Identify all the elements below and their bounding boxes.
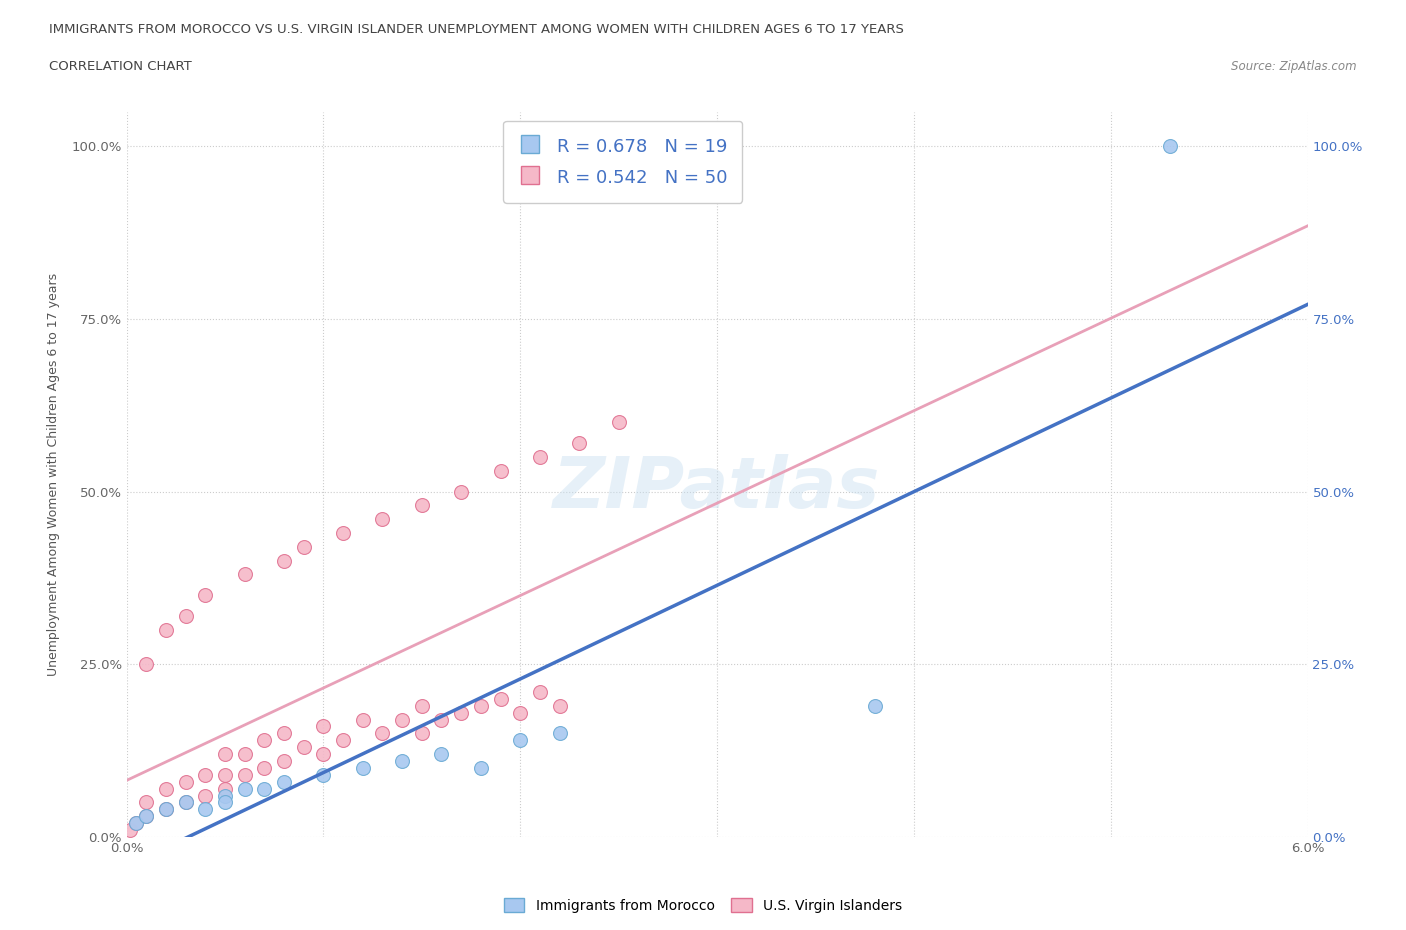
Point [430,712,453,727]
Point [292,739,315,754]
Point [273,726,295,741]
Y-axis label: Unemployment Among Women with Children Ages 6 to 17 years: Unemployment Among Women with Children A… [48,272,60,676]
Point [120,823,142,838]
Point [214,795,236,810]
Point [125,816,148,830]
Point [470,698,492,713]
Text: IMMIGRANTS FROM MOROCCO VS U.S. VIRGIN ISLANDER UNEMPLOYMENT AMONG WOMEN WITH CH: IMMIGRANTS FROM MOROCCO VS U.S. VIRGIN I… [49,23,904,36]
Point [135,657,157,671]
Point [273,553,295,568]
Point [548,726,571,741]
Point [411,726,433,741]
Point [411,498,433,512]
Point [863,698,886,713]
Point [155,802,177,817]
Point [214,788,236,803]
Point [568,436,591,451]
Point [509,705,531,720]
Legend: Immigrants from Morocco, U.S. Virgin Islanders: Immigrants from Morocco, U.S. Virgin Isl… [498,893,908,919]
Text: ZIPatlas: ZIPatlas [554,455,880,524]
Point [312,719,335,734]
Point [607,415,630,430]
Text: CORRELATION CHART: CORRELATION CHART [49,60,193,73]
Point [332,525,354,540]
Point [489,691,512,706]
Point [155,802,177,817]
Point [529,449,551,464]
Point [352,712,374,727]
Point [529,684,551,699]
Point [430,747,453,762]
Point [489,463,512,478]
Point [125,816,148,830]
Point [312,767,335,782]
Point [233,767,256,782]
Point [233,781,256,796]
Point [450,705,472,720]
Point [214,781,236,796]
Point [214,767,236,782]
Text: Source: ZipAtlas.com: Source: ZipAtlas.com [1232,60,1357,73]
Point [273,775,295,790]
Point [391,712,413,727]
Point [174,608,197,623]
Point [1159,139,1181,153]
Point [411,698,433,713]
Legend: R = 0.678   N = 19, R = 0.542   N = 50: R = 0.678 N = 19, R = 0.542 N = 50 [503,121,742,203]
Point [450,485,472,499]
Point [371,512,394,526]
Point [135,795,157,810]
Point [194,588,217,603]
Point [332,733,354,748]
Point [174,775,197,790]
Point [135,809,157,824]
Point [312,747,335,762]
Point [155,781,177,796]
Point [194,767,217,782]
Point [135,809,157,824]
Point [352,761,374,776]
Point [548,698,571,713]
Point [214,747,236,762]
Point [194,788,217,803]
Point [292,539,315,554]
Point [253,733,276,748]
Point [174,795,197,810]
Point [391,753,413,768]
Point [194,802,217,817]
Point [233,747,256,762]
Point [371,726,394,741]
Point [253,781,276,796]
Point [470,761,492,776]
Point [509,733,531,748]
Point [253,761,276,776]
Point [155,622,177,637]
Point [273,753,295,768]
Point [174,795,197,810]
Point [233,567,256,582]
